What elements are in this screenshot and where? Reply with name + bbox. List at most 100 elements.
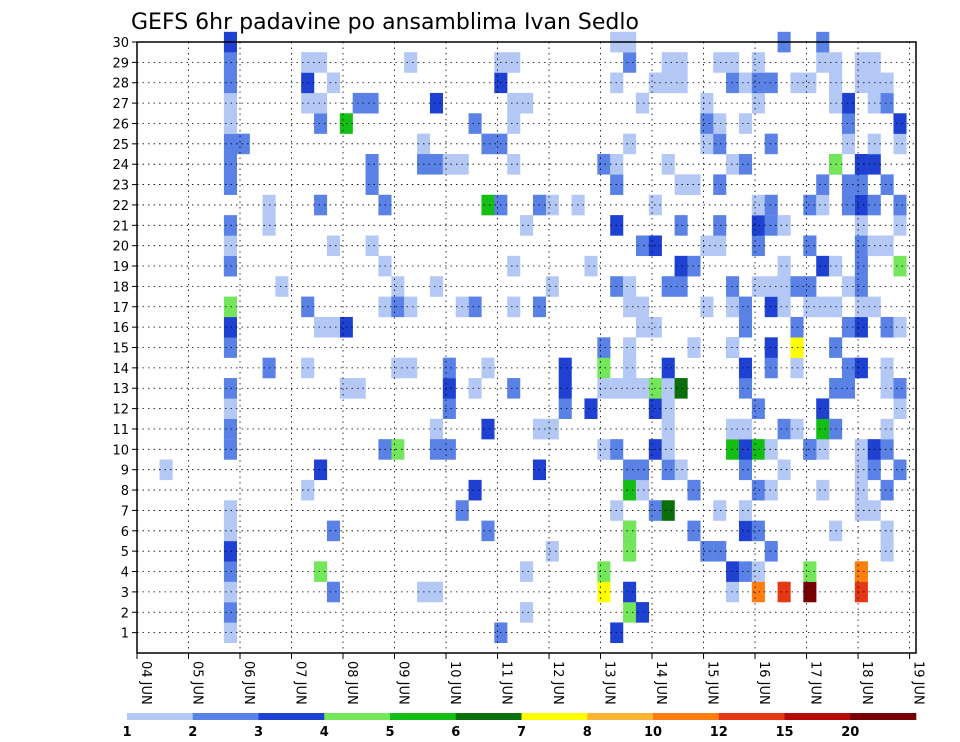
x-tick-label: 19 JUN bbox=[911, 661, 926, 705]
heatmap-cell bbox=[700, 134, 713, 155]
heatmap-cell bbox=[855, 480, 868, 501]
y-tick-label: 10 bbox=[112, 443, 129, 458]
colorbar-label: 12 bbox=[710, 725, 728, 740]
y-tick-label: 9 bbox=[121, 464, 129, 479]
heatmap-cell bbox=[739, 154, 752, 175]
heatmap-cell bbox=[662, 460, 675, 481]
y-tick-label: 22 bbox=[112, 199, 129, 214]
x-tick-label: 16 JUN bbox=[756, 661, 771, 705]
y-tick-label: 6 bbox=[121, 525, 129, 540]
heatmap-cell bbox=[778, 460, 791, 481]
heatmap-cell bbox=[700, 541, 713, 562]
heatmap-cell bbox=[507, 256, 520, 277]
colorbar-swatch bbox=[390, 713, 456, 720]
colorbar: 1 2 3 4 5 6 7 8 10 12 15 20 bbox=[122, 713, 916, 740]
chart-title: GEFS 6hr padavine po ansamblima Ivan Sed… bbox=[131, 10, 639, 35]
y-tick-label: 28 bbox=[112, 77, 129, 92]
heatmap-cell bbox=[855, 235, 868, 256]
heatmap-cell bbox=[623, 378, 636, 399]
heatmap-cell bbox=[893, 398, 906, 419]
colorbar-label: 6 bbox=[451, 725, 460, 740]
y-tick-label: 18 bbox=[112, 280, 129, 295]
heatmap-cell bbox=[816, 174, 829, 195]
heatmap-cell bbox=[855, 561, 868, 582]
y-tick-label: 2 bbox=[121, 606, 129, 621]
heatmap-cell bbox=[739, 358, 752, 379]
heatmap-cell bbox=[739, 297, 752, 318]
colorbar-swatch bbox=[324, 713, 390, 720]
heatmap-cell bbox=[700, 235, 713, 256]
heatmap-cell bbox=[893, 134, 906, 155]
heatmap-cell bbox=[893, 378, 906, 399]
heatmap-cell bbox=[739, 378, 752, 399]
x-tick-label: 18 JUN bbox=[859, 661, 874, 705]
colorbar-label: 8 bbox=[583, 725, 592, 740]
heatmap-cell bbox=[507, 154, 520, 175]
heatmap-cell bbox=[481, 358, 494, 379]
colorbar-swatch bbox=[456, 713, 522, 720]
heatmap-cell bbox=[778, 256, 791, 277]
heatmap-cell bbox=[778, 297, 791, 318]
heatmap-cell bbox=[855, 297, 868, 318]
x-tick-label: 13 JUN bbox=[602, 661, 617, 705]
heatmap-cell bbox=[430, 154, 443, 175]
y-tick-label: 11 bbox=[112, 423, 129, 438]
heatmap-cell bbox=[662, 419, 675, 440]
x-tick-label: 05 JUN bbox=[190, 661, 205, 705]
heatmap-cell bbox=[816, 256, 829, 277]
heatmap-cell bbox=[816, 297, 829, 318]
y-tick-label: 1 bbox=[121, 627, 129, 642]
heatmap-cell bbox=[584, 398, 597, 419]
heatmap-cell bbox=[623, 602, 636, 623]
heatmap-cell bbox=[662, 398, 675, 419]
heatmap-cell bbox=[816, 419, 829, 440]
heatmap-cell bbox=[584, 256, 597, 277]
y-tick-label: 17 bbox=[112, 301, 129, 316]
heatmap-cell bbox=[443, 439, 456, 460]
heatmap-cell bbox=[469, 113, 482, 134]
y-tick-label: 5 bbox=[121, 545, 129, 560]
heatmap-cell bbox=[443, 378, 456, 399]
heatmap-cell bbox=[700, 113, 713, 134]
heatmap-cell bbox=[855, 73, 868, 94]
heatmap-cell bbox=[778, 582, 791, 603]
colorbar-swatch bbox=[193, 713, 259, 720]
heatmap-cell bbox=[855, 500, 868, 521]
y-tick-label: 19 bbox=[112, 260, 129, 275]
heatmap-cell bbox=[893, 195, 906, 216]
heatmap-cell bbox=[855, 195, 868, 216]
heatmap-cell bbox=[623, 297, 636, 318]
heatmap-cell bbox=[507, 297, 520, 318]
heatmap-cell bbox=[443, 154, 456, 175]
heatmap-cell bbox=[778, 276, 791, 297]
heatmap-cell bbox=[327, 317, 340, 338]
x-tick-label: 15 JUN bbox=[705, 661, 720, 705]
heatmap-cell bbox=[855, 174, 868, 195]
heatmap-cell bbox=[469, 480, 482, 501]
heatmap-cell bbox=[469, 378, 482, 399]
heatmap-cell bbox=[662, 52, 675, 73]
colorbar-label: 15 bbox=[775, 725, 793, 740]
heatmap-cell bbox=[507, 378, 520, 399]
heatmap-cell bbox=[855, 439, 868, 460]
heatmap-cell bbox=[546, 276, 559, 297]
heatmap-cell bbox=[481, 195, 494, 216]
heatmap-cell bbox=[816, 439, 829, 460]
heatmap-cell bbox=[430, 582, 443, 603]
y-tick-label: 25 bbox=[112, 138, 129, 153]
x-tick-label: 10 JUN bbox=[447, 661, 462, 705]
colorbar-label: 2 bbox=[188, 725, 197, 740]
colorbar-label: 3 bbox=[254, 725, 263, 740]
heatmap-cell bbox=[816, 480, 829, 501]
y-tick-label: 14 bbox=[112, 362, 129, 377]
y-tick-label: 29 bbox=[112, 56, 129, 71]
precipitation-chart: GEFS 6hr padavine po ansamblima Ivan Sed… bbox=[0, 0, 960, 742]
y-tick-label: 7 bbox=[121, 504, 129, 519]
y-tick-label: 13 bbox=[112, 382, 129, 397]
heatmap-cell bbox=[623, 52, 636, 73]
heatmap-cell bbox=[430, 276, 443, 297]
y-tick-label: 27 bbox=[112, 97, 129, 112]
heatmap-cell bbox=[855, 358, 868, 379]
heatmap-cell bbox=[546, 541, 559, 562]
heatmap-cell bbox=[366, 174, 379, 195]
